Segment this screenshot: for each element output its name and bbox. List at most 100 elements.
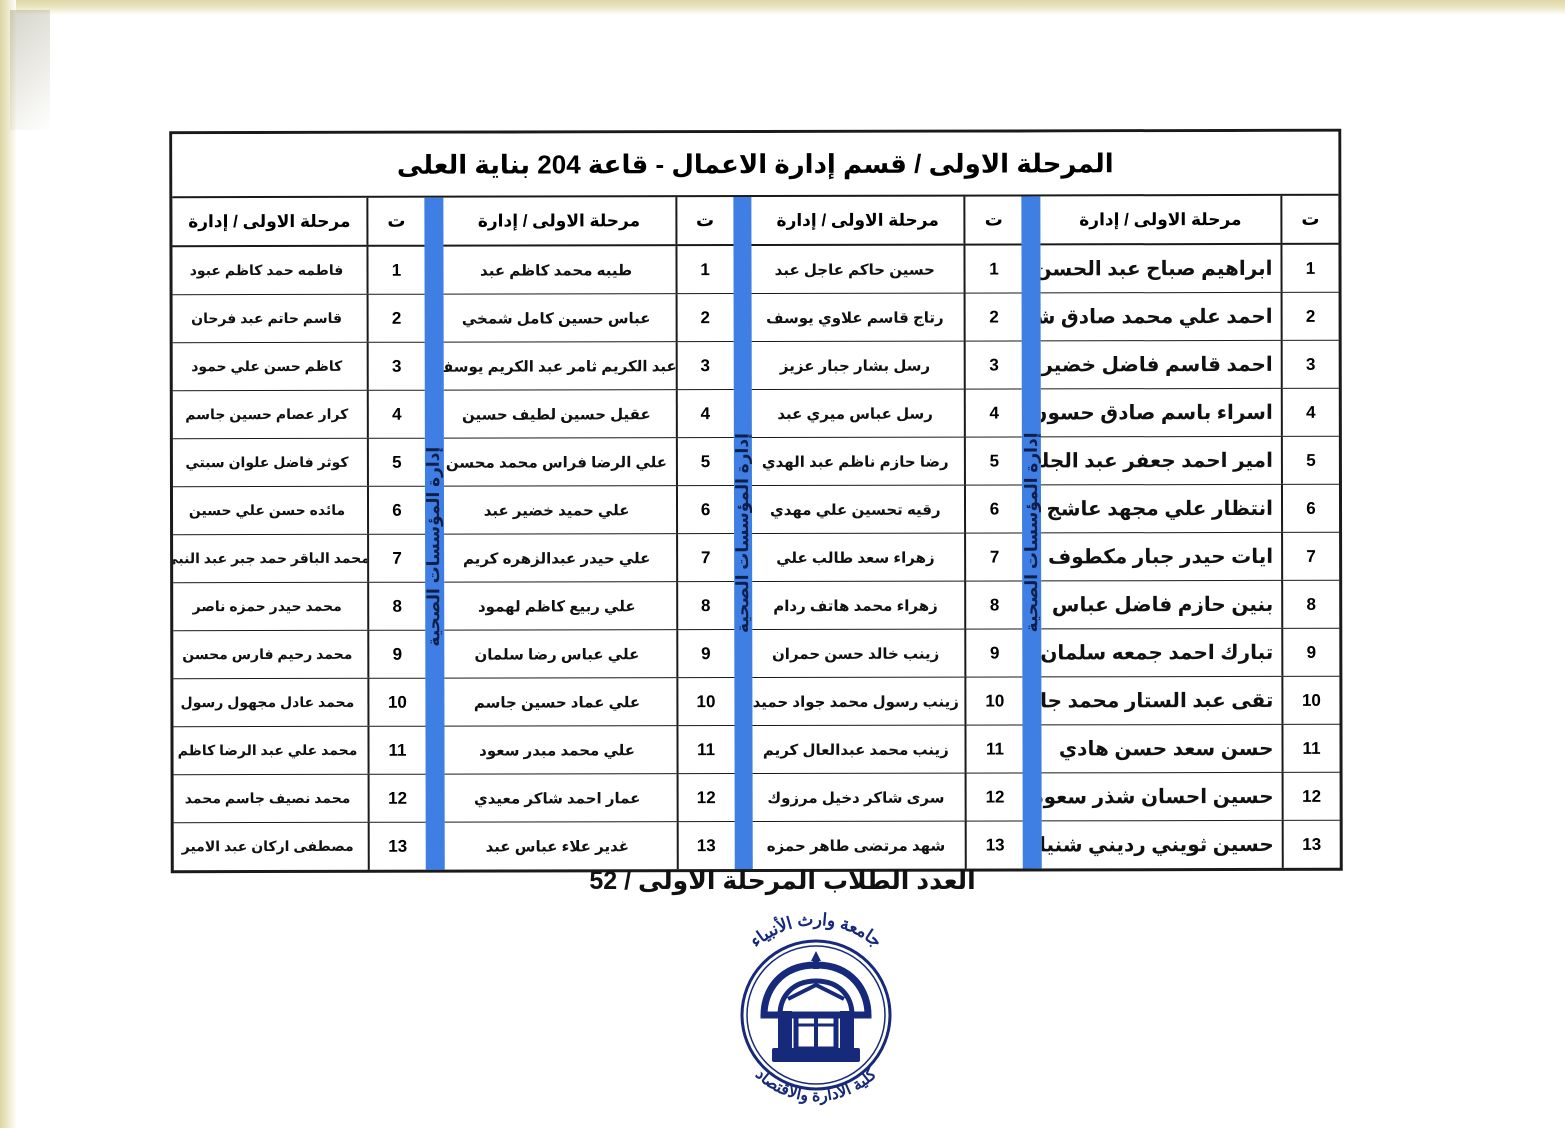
separator-band-2: إدارة المؤسسات الصحية [732,197,753,870]
student-name: سرى شاكر دخيل مرزوك [767,789,945,807]
row-index: 3 [366,342,425,390]
student-name: حسن سعد حسن هادي [1058,737,1274,761]
row-index: 4 [675,390,734,438]
table-row: 10 علي عماد حسين جاسم [443,678,735,727]
row-index: 3 [964,341,1023,389]
row-index: 7 [367,534,426,582]
header-name-2: مرحلة الاولى / إدارة [776,210,939,230]
table-row: 13 شهد مرتضى طاهر حمزه [753,821,1024,869]
seal-top-text: جامعة وارث الأنبياء [746,910,885,951]
student-name: شهد مرتضى طاهر حمزه [766,837,946,855]
row-index: 7 [1281,532,1340,580]
student-name: محمد نصيف جاسم محمد [184,789,351,807]
separator-label-1: إدارة المؤسسات الصحية [1021,432,1041,633]
student-name: زينب خالد حسن حمران [771,645,940,663]
table-row: 8 علي ربيع كاظم لهمود [443,582,734,631]
student-name: محمد علي عبد الرضا كاظم [177,741,358,759]
row-index: 11 [964,725,1023,773]
table-row: 12 محمد نصيف جاسم محمد [173,774,426,824]
separator-band-3: إدارة المؤسسات الصحية [424,197,445,870]
student-name: محمد الباقر حمد جبر عبد النبي [173,549,368,567]
table-row: 9 زينب خالد حسن حمران [752,629,1023,679]
row-index: 5 [964,437,1023,485]
table-row: 10 تقى عبد الستار محمد جاسم [1041,676,1340,726]
column-header-row-3: ت مرحلة الاولى / إدارة [442,197,734,247]
row-index: 6 [366,486,426,534]
table-row: 3 عبد الكريم ثامر عبد الكريم يوسف [443,342,734,391]
student-name: محمد عادل مجهول رسول [180,693,355,711]
total-students-footer: العدد الطلاب المرحلة الاولى / 52 [589,867,976,895]
row-index: 9 [964,629,1023,677]
table-row: 11 حسن سعد حسن هادي [1041,724,1340,774]
student-name: محمد حيدر حمزه ناصر [192,597,342,615]
student-name: رسل عباس ميري عبد [777,405,933,423]
row-index: 8 [1281,580,1340,628]
student-name: تقى عبد الستار محمد جاسم [1041,689,1274,713]
table-row: 9 تبارك احمد جمعه سلمان [1041,628,1340,678]
table-row: 10 محمد عادل مجهول رسول [173,678,426,728]
table-row: 7 محمد الباقر حمد جبر عبد النبي [173,534,426,584]
row-index: 4 [964,389,1023,437]
row-index: 2 [366,294,425,342]
table-row: 9 علي عباس رضا سلمان [443,630,734,679]
row-index: 11 [367,726,426,774]
student-name: ابراهيم صباح عبد الحسن هاني [1040,257,1273,281]
student-name: علي حيدر عبدالزهره كريم [462,549,651,568]
columns-grid: ت مرحلة الاولى / إدارة 1 ابراهيم صباح عبد… [172,195,1340,870]
row-index: 7 [964,533,1023,581]
student-name: علي حميد خضير عبد [483,501,630,520]
student-name: زهراء محمد هاتف ردام [773,597,938,615]
row-index: 2 [675,294,734,342]
separator-label-2: إدارة المؤسسات الصحية [732,433,753,633]
row-index: 1 [366,246,425,294]
table-row: 1 فاطمه حمد كاظم عبود [172,246,425,296]
rows-container-1: 1 ابراهيم صباح عبد الحسن هاني 2 احمد علي مح… [1040,244,1340,869]
table-row: 1 طيبه محمد كاظم عبد [443,246,734,295]
header-name-4: مرحلة الاولى / إدارة [188,211,351,231]
table-row: 12 عمار احمد شاكر معيدي [444,774,735,823]
separator-band-1: إدارة المؤسسات الصحية [1021,196,1042,869]
table-row: 11 زينب محمد عبدالعال كريم [752,725,1023,775]
svg-text:جامعة وارث الأنبياء: جامعة وارث الأنبياء [746,910,885,951]
row-index: 12 [1281,772,1340,820]
row-index: 8 [964,581,1023,629]
student-name: رقيه تحسين علي مهدي [769,501,941,519]
student-name: زينب رسول محمد جواد حميد [752,693,959,711]
student-name: امير احمد جعفر عبد الجليل [1040,449,1273,473]
table-row: 5 كوثر فاضل علوان سبتي [172,438,425,488]
row-index: 8 [367,582,426,630]
row-index: 1 [1280,244,1339,292]
student-name: محمد رحيم فارس محسن [182,645,353,663]
student-name: عباس حسين كامل شمخي [461,309,651,328]
student-name: رسل بشار جبار عزيز [779,357,931,375]
column-header-row-4: ت مرحلة الاولى / إدارة [172,197,425,248]
rows-container-3: 1 طيبه محمد كاظم عبد 2 عباس حسين كامل شمخي 3… [443,246,735,870]
table-row: 9 محمد رحيم فارس محسن [173,630,426,680]
roster-block-3: ت مرحلة الاولى / إدارة 1 طيبه محمد كاظم ع… [442,197,735,870]
student-name: علي عماد حسين جاسم [473,693,641,712]
row-index: 9 [675,630,734,678]
table-row: 7 ايات حيدر جبار مكطوف [1041,532,1340,582]
row-index: 5 [675,438,734,486]
student-name: حسين حاكم عاجل عبد [774,261,935,279]
paper-corner-shadow [10,10,50,130]
row-index: 2 [963,293,1023,341]
student-name: زينب محمد عبدالعال كريم [762,741,949,759]
seal-bottom-text: كلية الادارة والاقتصاد [752,1066,880,1106]
student-name: رتاج قاسم علاوي يوسف [766,309,944,327]
table-row: 2 رتاج قاسم علاوي يوسف [751,293,1023,343]
row-index: 12 [964,773,1024,821]
row-index: 6 [1280,484,1340,532]
row-index: 10 [964,677,1023,725]
table-row: 4 رسل عباس ميري عبد [751,389,1023,439]
student-name: ايات حيدر جبار مكطوف [1047,545,1274,569]
table-row: 3 رسل بشار جبار عزيز [751,341,1023,391]
student-name: بنين حازم فاضل عباس [1051,593,1274,617]
student-name: علي محمد مبدر سعود [479,741,636,760]
table-row: 10 زينب رسول محمد جواد حميد [752,677,1023,727]
row-index: 6 [675,486,734,534]
header-index-2: ت [963,196,1022,244]
student-name: رضا حازم ناظم عبد الهدي [761,453,949,471]
student-name: فاطمه حمد كاظم عبود [189,261,344,279]
row-index: 3 [1280,340,1339,388]
